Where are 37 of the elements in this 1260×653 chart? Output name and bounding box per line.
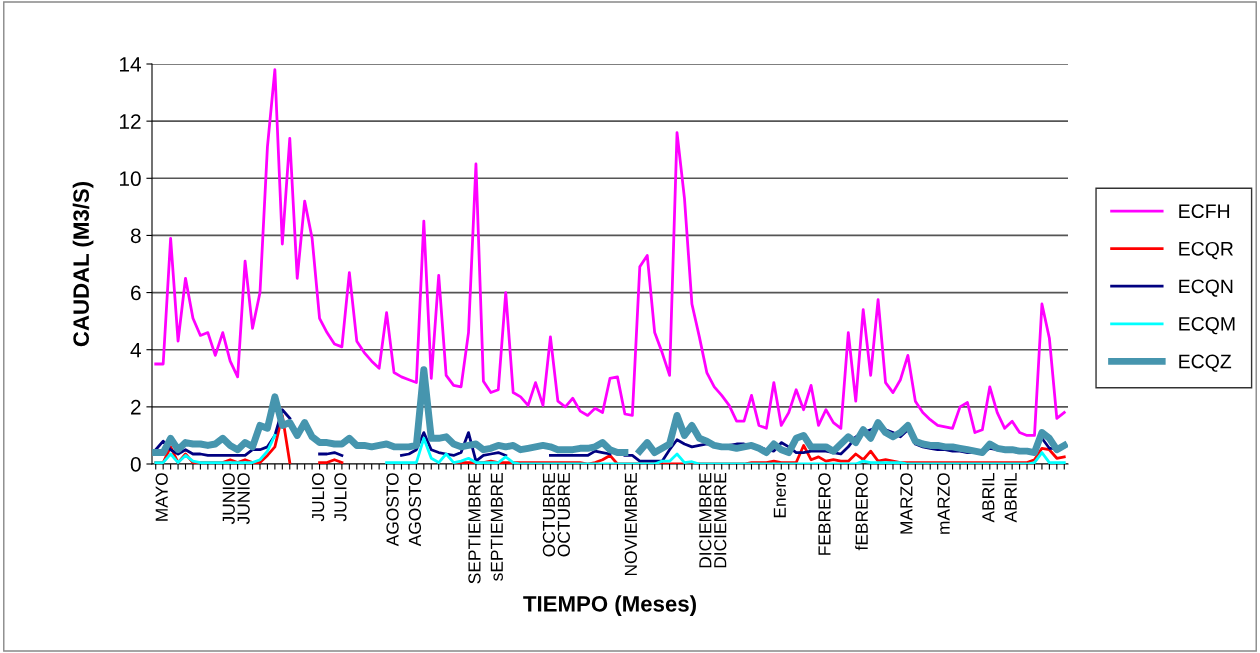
- x-tick-label: JUNIO: [222, 473, 235, 525]
- legend-label: ECQN: [1179, 279, 1233, 297]
- y-tick-label: 14: [120, 57, 141, 72]
- x-tick-label: SEPTIEMBRE: [468, 473, 481, 584]
- x-tick-label: JULIO: [311, 473, 325, 522]
- legend-label: ECQZ: [1179, 354, 1232, 372]
- line-series: [154, 68, 1066, 437]
- y-tick-label: 4: [130, 342, 141, 358]
- legend-label: ECFH: [1179, 204, 1230, 219]
- x-tick-label: sEPTIEMBRE: [490, 473, 503, 581]
- x-tick-label: JULIO: [334, 473, 347, 522]
- y-tick-label: 10: [120, 171, 141, 187]
- x-axis-title: TIEMPO (Meses): [523, 595, 696, 617]
- y-tick-label: 8: [130, 228, 141, 244]
- x-tick-label: NOVIEMBRE: [624, 473, 637, 576]
- y-tick-label: 12: [120, 114, 141, 129]
- x-tick-label: DICIEMBRE: [699, 473, 712, 568]
- x-tick-label: MAYO: [155, 473, 168, 521]
- y-tick-label: 2: [131, 399, 141, 415]
- x-tick-label: ABRIL: [982, 472, 995, 523]
- x-tick-label: OCTUBRE: [557, 473, 570, 557]
- x-tick-label: mARZO: [937, 473, 950, 534]
- x-tick-label: ABRIL: [1004, 472, 1017, 523]
- x-tick-label: AGOSTO: [386, 473, 399, 547]
- x-tick-label: JUNIO: [237, 473, 250, 525]
- x-tick-label: DICIEMBRE: [714, 473, 727, 568]
- y-axis-title: CAUDAL (M3/S): [72, 181, 94, 347]
- y-tick-label: 0: [130, 457, 141, 472]
- x-tick-label: AGOSTO: [408, 473, 422, 547]
- legend-label: ECQM: [1179, 317, 1235, 335]
- x-tick-label: FEBRERO: [818, 473, 831, 555]
- x-tick-label: OCTUBRE: [542, 473, 556, 557]
- x-tick-label: Enero: [773, 473, 786, 518]
- x-tick-label: MARZO: [900, 473, 913, 534]
- x-tick-label: fEBRERO: [855, 473, 868, 551]
- legend-label: ECQR: [1179, 241, 1233, 260]
- y-tick-label: 6: [131, 285, 141, 301]
